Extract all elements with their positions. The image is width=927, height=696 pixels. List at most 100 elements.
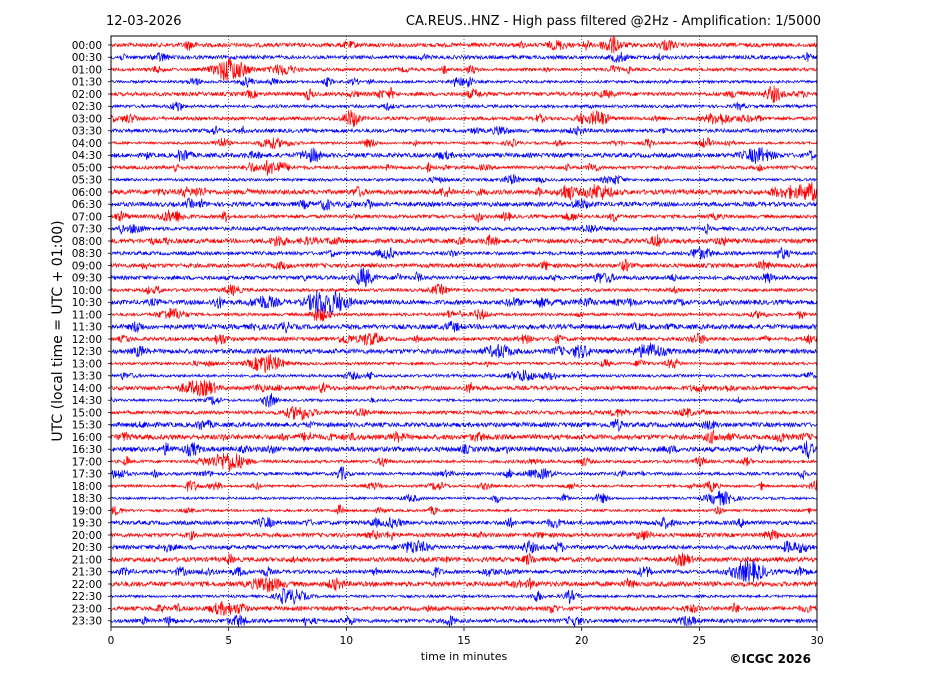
y-tick-label: 00:00 bbox=[72, 40, 102, 52]
y-tick-label: 01:00 bbox=[72, 64, 102, 76]
y-tick-label: 16:30 bbox=[72, 444, 102, 456]
y-tick-label: 23:00 bbox=[72, 603, 102, 615]
trace-0200 bbox=[110, 85, 818, 103]
trace-2130 bbox=[110, 560, 818, 583]
y-tick-label: 14:00 bbox=[72, 383, 102, 395]
trace-0130 bbox=[110, 76, 818, 88]
trace-1800 bbox=[110, 480, 818, 493]
y-tick-label: 17:00 bbox=[72, 456, 102, 468]
y-tick-label: 04:00 bbox=[72, 138, 102, 150]
y-tick-label: 13:00 bbox=[72, 358, 102, 370]
chart-title: CA.REUS..HNZ - High pass filtered @2Hz -… bbox=[406, 14, 821, 29]
y-tick-label: 16:00 bbox=[72, 432, 102, 444]
y-tick-label: 07:30 bbox=[72, 224, 102, 236]
y-tick-label: 22:00 bbox=[72, 579, 102, 591]
trace-2000 bbox=[110, 529, 818, 541]
date-label: 12-03-2026 bbox=[106, 14, 182, 29]
y-tick-label: 23:30 bbox=[72, 616, 102, 628]
y-tick-label: 09:00 bbox=[72, 260, 102, 272]
y-tick-label: 18:00 bbox=[72, 481, 102, 493]
trace-1530 bbox=[110, 418, 818, 433]
trace-2230 bbox=[110, 587, 818, 605]
trace-0100 bbox=[110, 58, 818, 82]
x-tick-label: 0 bbox=[108, 635, 115, 647]
trace-1000 bbox=[110, 283, 818, 297]
y-tick-label: 12:30 bbox=[72, 346, 102, 358]
trace-1930 bbox=[110, 516, 818, 530]
trace-0930 bbox=[110, 267, 818, 288]
vertical-gridlines bbox=[228, 36, 700, 627]
y-tick-label: 07:00 bbox=[72, 211, 102, 223]
trace-0030 bbox=[110, 51, 818, 63]
y-tick-label: 14:30 bbox=[72, 395, 102, 407]
x-tick-label: 15 bbox=[457, 635, 470, 647]
y-tick-label: 10:30 bbox=[72, 297, 102, 309]
y-tick-label: 08:00 bbox=[72, 236, 102, 248]
y-tick-label: 21:30 bbox=[72, 567, 102, 579]
trace-1830 bbox=[110, 490, 818, 506]
trace-0900 bbox=[110, 258, 818, 272]
y-tick-label: 11:00 bbox=[72, 309, 102, 321]
y-tick-label: 19:30 bbox=[72, 518, 102, 530]
x-tick-label: 30 bbox=[810, 635, 823, 647]
trace-1400 bbox=[110, 379, 818, 397]
y-axis-label: UTC (local time = UTC + 01:00) bbox=[50, 220, 66, 441]
x-tick-label: 25 bbox=[693, 635, 706, 647]
trace-2030 bbox=[110, 539, 818, 554]
y-tick-label: 10:00 bbox=[72, 285, 102, 297]
x-tick-label: 5 bbox=[225, 635, 232, 647]
trace-0630 bbox=[110, 197, 818, 211]
y-tick-label: 03:00 bbox=[72, 113, 102, 125]
y-tick-label: 06:30 bbox=[72, 199, 102, 211]
y-tick-label: 00:30 bbox=[72, 52, 102, 64]
trace-0000 bbox=[110, 35, 818, 53]
x-tick-label: 10 bbox=[340, 635, 353, 647]
y-tick-label: 17:30 bbox=[72, 469, 102, 481]
y-tick-label: 08:30 bbox=[72, 248, 102, 260]
trace-2330 bbox=[110, 614, 818, 628]
y-tick-label: 12:00 bbox=[72, 334, 102, 346]
y-tick-label: 01:30 bbox=[72, 77, 102, 89]
y-tick-label: 20:00 bbox=[72, 530, 102, 542]
y-tick-label: 13:30 bbox=[72, 371, 102, 383]
trace-1130 bbox=[110, 320, 818, 334]
x-tick-label: 20 bbox=[575, 635, 588, 647]
trace-0700 bbox=[110, 209, 818, 223]
y-tick-label: 05:00 bbox=[72, 162, 102, 174]
y-tick-label: 20:30 bbox=[72, 542, 102, 554]
y-tick-label: 02:00 bbox=[72, 89, 102, 101]
trace-1430 bbox=[110, 392, 818, 408]
trace-0330 bbox=[110, 125, 818, 137]
y-tick-label: 02:30 bbox=[72, 101, 102, 113]
trace-0300 bbox=[110, 109, 818, 128]
plot-background bbox=[111, 36, 817, 627]
copyright-label: ©ICGC 2026 bbox=[729, 652, 811, 666]
trace-1100 bbox=[110, 307, 818, 322]
trace-2300 bbox=[110, 600, 818, 616]
trace-1200 bbox=[110, 332, 818, 347]
y-tick-label: 22:30 bbox=[72, 591, 102, 603]
y-tick-label: 09:30 bbox=[72, 273, 102, 285]
trace-0600 bbox=[110, 182, 818, 202]
x-axis-label: time in minutes bbox=[421, 650, 508, 663]
y-tick-label: 05:30 bbox=[72, 175, 102, 187]
trace-1730 bbox=[110, 466, 818, 481]
trace-1030 bbox=[110, 290, 818, 316]
trace-1300 bbox=[110, 354, 818, 373]
trace-2100 bbox=[110, 552, 818, 567]
trace-0800 bbox=[110, 234, 818, 248]
x-axis-ticks: 0 5 10 15 20 25 30 bbox=[108, 627, 824, 647]
trace-1500 bbox=[110, 405, 818, 422]
trace-0530 bbox=[110, 173, 818, 185]
y-tick-label: 18:30 bbox=[72, 493, 102, 505]
y-tick-label: 04:30 bbox=[72, 150, 102, 162]
y-tick-label: 19:00 bbox=[72, 505, 102, 517]
y-tick-label: 06:00 bbox=[72, 187, 102, 199]
trace-1330 bbox=[110, 369, 818, 382]
trace-0430 bbox=[110, 147, 818, 164]
y-tick-label: 11:30 bbox=[72, 322, 102, 334]
trace-0730 bbox=[110, 223, 818, 235]
y-tick-label: 15:00 bbox=[72, 407, 102, 419]
trace-2200 bbox=[110, 577, 818, 593]
